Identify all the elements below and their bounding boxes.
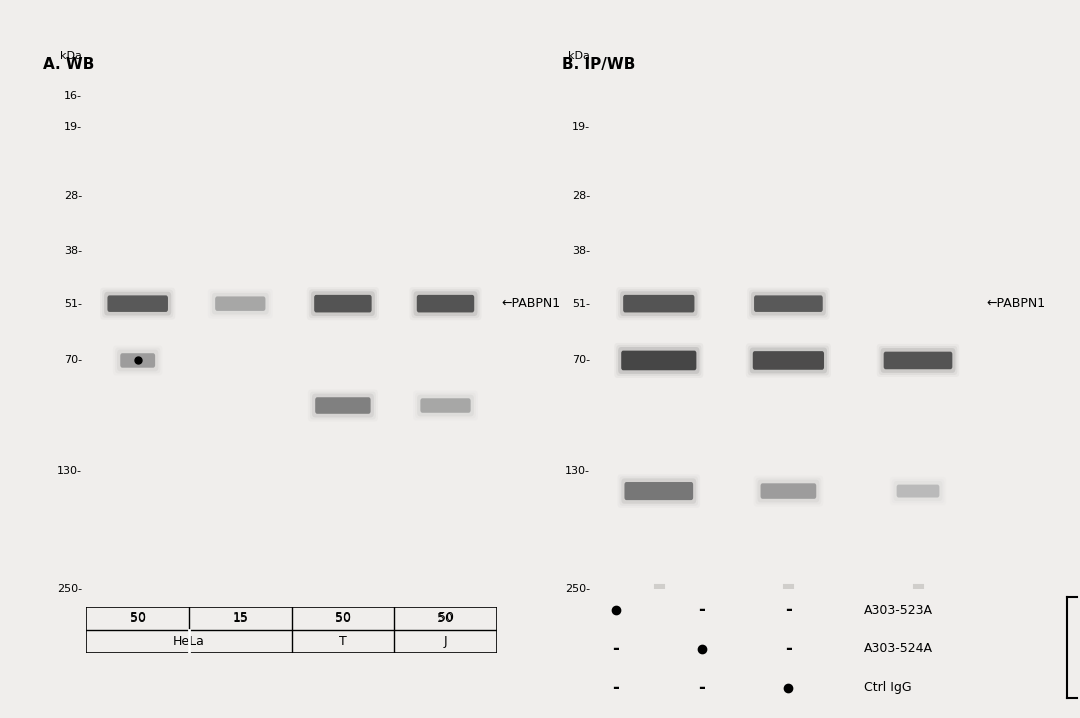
- FancyBboxPatch shape: [751, 292, 826, 315]
- Text: 16-: 16-: [65, 90, 82, 101]
- FancyBboxPatch shape: [312, 393, 374, 417]
- FancyBboxPatch shape: [620, 476, 698, 505]
- FancyBboxPatch shape: [624, 482, 693, 500]
- Text: 50: 50: [335, 612, 351, 625]
- Text: kDa: kDa: [60, 52, 82, 62]
- Text: 19-: 19-: [64, 121, 82, 131]
- Text: 15: 15: [232, 612, 248, 625]
- FancyBboxPatch shape: [212, 293, 269, 314]
- Text: 70-: 70-: [572, 355, 590, 365]
- Text: -: -: [785, 640, 792, 658]
- Text: T: T: [339, 635, 347, 648]
- Text: A. WB: A. WB: [43, 57, 95, 73]
- Text: 51-: 51-: [65, 299, 82, 309]
- FancyBboxPatch shape: [618, 289, 700, 318]
- FancyBboxPatch shape: [750, 348, 827, 373]
- Text: ←PABPN1: ←PABPN1: [501, 297, 561, 310]
- Text: -: -: [612, 679, 619, 696]
- FancyBboxPatch shape: [311, 292, 375, 316]
- Text: 19-: 19-: [572, 121, 590, 131]
- FancyBboxPatch shape: [620, 292, 698, 316]
- Text: ←PABPN1: ←PABPN1: [987, 297, 1045, 310]
- Text: 38-: 38-: [572, 246, 590, 256]
- FancyBboxPatch shape: [623, 295, 694, 312]
- FancyBboxPatch shape: [883, 352, 953, 369]
- Text: 50: 50: [130, 611, 146, 624]
- FancyBboxPatch shape: [617, 345, 701, 376]
- FancyBboxPatch shape: [415, 393, 476, 419]
- Text: 28-: 28-: [64, 191, 82, 201]
- FancyBboxPatch shape: [417, 295, 474, 312]
- Text: 38-: 38-: [64, 246, 82, 256]
- Text: 130-: 130-: [565, 467, 590, 477]
- FancyBboxPatch shape: [892, 479, 944, 503]
- Text: HeLa: HeLa: [173, 635, 205, 648]
- FancyBboxPatch shape: [411, 289, 480, 318]
- Text: 50: 50: [130, 612, 146, 625]
- FancyBboxPatch shape: [420, 398, 471, 413]
- FancyBboxPatch shape: [756, 477, 821, 505]
- FancyBboxPatch shape: [104, 292, 172, 315]
- FancyBboxPatch shape: [215, 297, 266, 311]
- FancyBboxPatch shape: [314, 295, 372, 312]
- FancyBboxPatch shape: [117, 350, 159, 371]
- FancyBboxPatch shape: [880, 348, 956, 373]
- Text: 250-: 250-: [57, 584, 82, 594]
- FancyBboxPatch shape: [621, 478, 697, 504]
- FancyBboxPatch shape: [120, 353, 156, 368]
- Text: J: J: [444, 635, 447, 648]
- Text: Ctrl IgG: Ctrl IgG: [864, 681, 912, 694]
- FancyBboxPatch shape: [753, 351, 824, 370]
- Text: A303-523A: A303-523A: [864, 604, 933, 617]
- Text: -: -: [699, 601, 705, 619]
- FancyBboxPatch shape: [309, 289, 377, 318]
- Text: 50: 50: [437, 611, 454, 624]
- FancyBboxPatch shape: [103, 289, 173, 317]
- Text: 51-: 51-: [572, 299, 590, 309]
- Text: A303-524A: A303-524A: [864, 643, 933, 656]
- Text: 28-: 28-: [572, 191, 590, 201]
- FancyBboxPatch shape: [750, 289, 827, 317]
- FancyBboxPatch shape: [757, 480, 820, 503]
- Text: 70-: 70-: [64, 355, 82, 365]
- FancyBboxPatch shape: [621, 350, 697, 370]
- FancyBboxPatch shape: [754, 295, 823, 312]
- FancyBboxPatch shape: [210, 291, 271, 317]
- FancyBboxPatch shape: [879, 346, 957, 375]
- Text: 50: 50: [437, 612, 454, 625]
- FancyBboxPatch shape: [747, 345, 829, 376]
- FancyBboxPatch shape: [315, 397, 370, 414]
- Text: -: -: [785, 601, 792, 619]
- FancyBboxPatch shape: [417, 395, 474, 416]
- Text: -: -: [699, 679, 705, 696]
- FancyBboxPatch shape: [114, 348, 161, 373]
- Text: -: -: [612, 640, 619, 658]
- FancyBboxPatch shape: [893, 481, 943, 501]
- FancyBboxPatch shape: [760, 483, 816, 499]
- Text: 250-: 250-: [565, 584, 590, 594]
- Text: 15: 15: [232, 611, 248, 624]
- Text: 130-: 130-: [57, 467, 82, 477]
- FancyBboxPatch shape: [618, 347, 700, 374]
- Text: B. IP/WB: B. IP/WB: [562, 57, 635, 73]
- FancyBboxPatch shape: [414, 292, 477, 316]
- Text: 50: 50: [335, 611, 351, 624]
- FancyBboxPatch shape: [310, 391, 376, 419]
- FancyBboxPatch shape: [107, 295, 168, 312]
- Text: kDa: kDa: [568, 52, 590, 62]
- FancyBboxPatch shape: [896, 485, 940, 498]
